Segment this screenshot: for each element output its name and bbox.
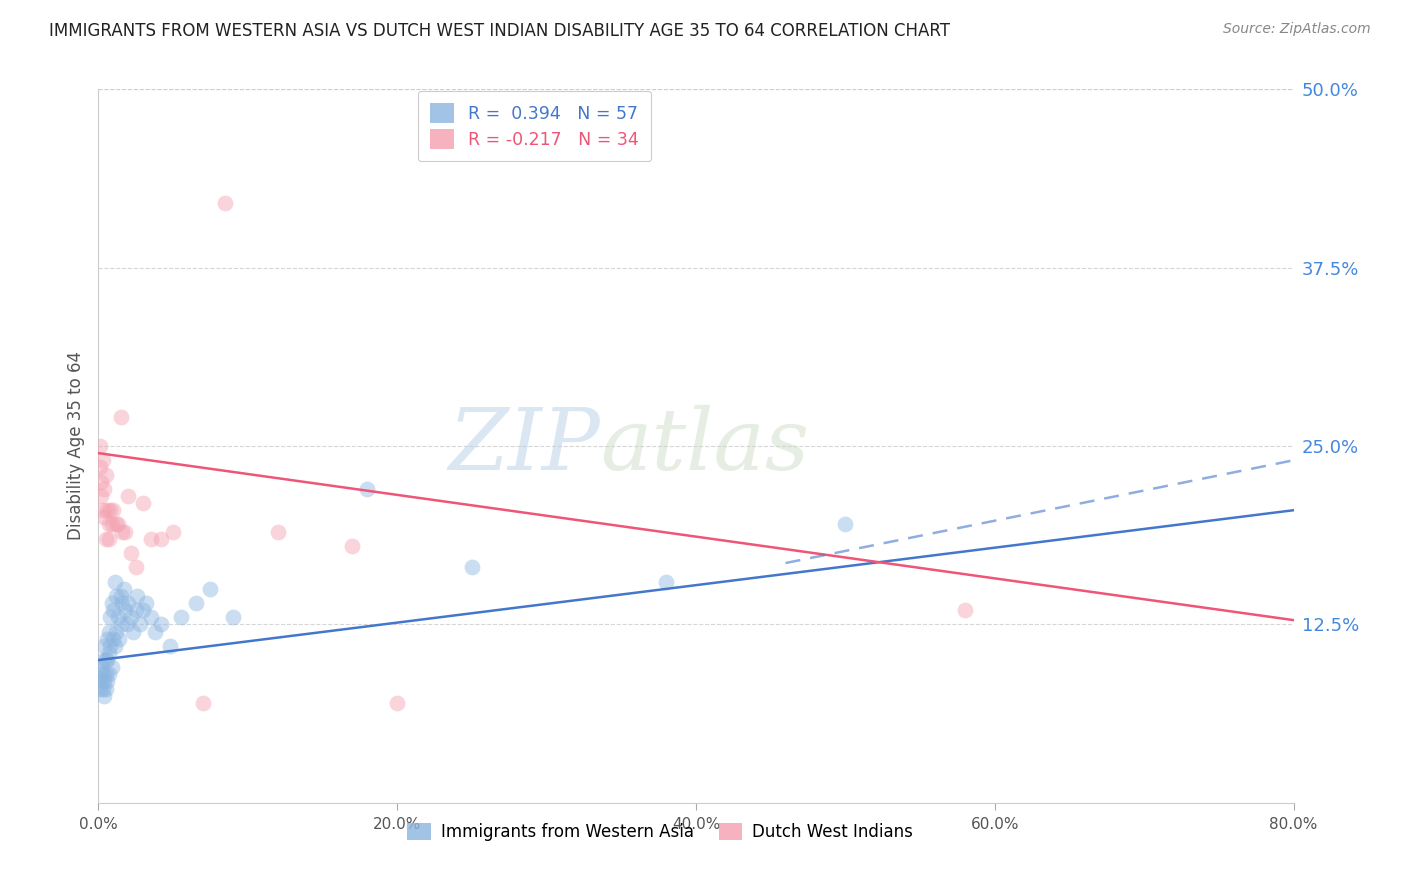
Point (93, 482, 115, 496)
Point (139, 532, 162, 546)
Point (96, 503, 118, 517)
Point (97, 624, 120, 639)
Point (103, 603, 125, 617)
Point (104, 639, 127, 653)
Point (200, 582, 222, 596)
Point (94, 681, 117, 696)
Point (96, 632, 118, 646)
Point (101, 596, 124, 610)
Point (98, 639, 122, 653)
Point (90, 674, 112, 689)
Point (89, 667, 111, 681)
Point (105, 589, 128, 603)
Point (93, 674, 115, 689)
Point (132, 496, 155, 510)
Point (107, 517, 129, 532)
Point (114, 524, 136, 539)
Text: IMMIGRANTS FROM WESTERN ASIA VS DUTCH WEST INDIAN DISABILITY AGE 35 TO 64 CORREL: IMMIGRANTS FROM WESTERN ASIA VS DUTCH WE… (49, 22, 950, 40)
Point (110, 617, 132, 632)
Point (89, 439, 111, 453)
Point (222, 610, 245, 624)
Point (108, 632, 131, 646)
Point (96, 674, 118, 689)
Point (139, 610, 162, 624)
Point (97, 532, 120, 546)
Point (91, 667, 114, 681)
Point (356, 482, 378, 496)
Point (94, 667, 117, 681)
Point (117, 489, 139, 503)
Point (97, 646, 120, 660)
Point (105, 517, 128, 532)
Text: atlas: atlas (600, 405, 810, 487)
Point (110, 410, 132, 425)
Point (103, 503, 125, 517)
Point (169, 610, 191, 624)
Point (159, 639, 181, 653)
Point (101, 517, 124, 532)
Point (98, 610, 122, 624)
Point (129, 617, 152, 632)
Point (120, 610, 142, 624)
Point (267, 524, 290, 539)
Point (89, 460, 111, 475)
Point (101, 660, 124, 674)
Point (103, 632, 125, 646)
Text: ZIP: ZIP (449, 405, 600, 487)
Point (127, 589, 149, 603)
Point (115, 617, 138, 632)
Point (91, 453, 114, 467)
Point (110, 589, 132, 603)
Point (214, 196, 236, 211)
Point (135, 596, 157, 610)
Point (342, 539, 364, 553)
Point (97, 667, 120, 681)
Point (89, 681, 111, 696)
Point (953, 603, 976, 617)
Point (93, 510, 115, 524)
Point (461, 560, 484, 574)
Point (111, 596, 134, 610)
Point (121, 624, 143, 639)
Point (105, 624, 128, 639)
Point (150, 532, 173, 546)
Y-axis label: Disability Age 35 to 64: Disability Age 35 to 64 (66, 351, 84, 541)
Point (91, 503, 114, 517)
Point (90, 489, 112, 503)
Point (94, 532, 117, 546)
Point (125, 560, 148, 574)
Point (162, 524, 184, 539)
Point (107, 610, 129, 624)
Point (125, 603, 148, 617)
Point (90, 660, 112, 674)
Point (117, 596, 139, 610)
Point (143, 624, 166, 639)
Point (98, 503, 122, 517)
Point (94, 653, 117, 667)
Text: Source: ZipAtlas.com: Source: ZipAtlas.com (1223, 22, 1371, 37)
Point (150, 617, 173, 632)
Point (655, 574, 678, 589)
Point (114, 603, 136, 617)
Point (111, 524, 134, 539)
Point (96, 653, 118, 667)
Point (385, 696, 409, 710)
Point (91, 681, 114, 696)
Point (94, 467, 117, 482)
Point (834, 517, 856, 532)
Point (93, 689, 115, 703)
Point (97, 517, 120, 532)
Point (132, 603, 155, 617)
Point (120, 546, 142, 560)
Point (93, 639, 115, 653)
Point (90, 475, 112, 489)
Point (184, 596, 207, 610)
Point (104, 574, 127, 589)
Point (191, 696, 214, 710)
Point (91, 653, 114, 667)
Point (112, 582, 135, 596)
Legend: Immigrants from Western Asia, Dutch West Indians: Immigrants from Western Asia, Dutch West… (401, 816, 920, 848)
